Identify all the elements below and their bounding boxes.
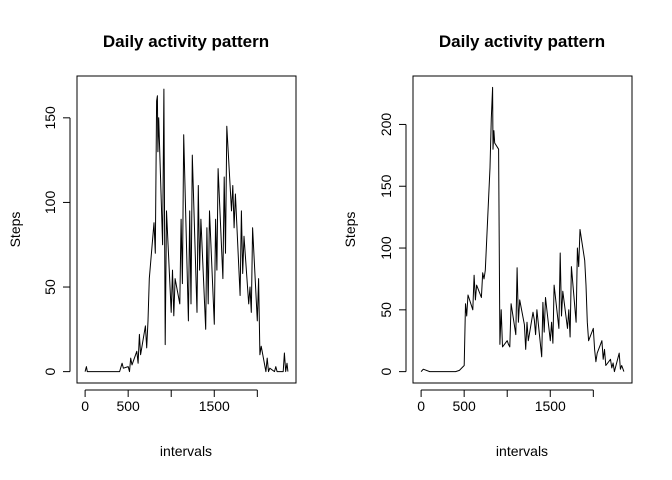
x-tick-label: 1500 [535,398,566,414]
y-tick-label: 50 [42,279,58,295]
steps-series-line [84,88,289,373]
y-tick-label: 0 [42,368,58,376]
y-tick-label: 200 [378,113,394,137]
y-tick-label: 100 [42,191,58,215]
x-axis-label: intervals [496,443,548,459]
y-tick-label: 0 [378,368,394,376]
steps-series-line [420,86,625,373]
x-tick-label: 0 [81,398,89,414]
x-axis-label: intervals [160,443,212,459]
x-tick-label: 500 [116,398,140,414]
y-tick-label: 100 [378,236,394,260]
x-tick-label: 1500 [199,398,230,414]
y-tick-label: 50 [378,302,394,318]
chart-title: Daily activity pattern [439,32,605,51]
y-axis-label: Steps [342,212,358,248]
plot-frame [76,75,297,384]
x-tick-label: 0 [417,398,425,414]
y-tick-label: 150 [378,174,394,198]
plot-frame [412,75,633,384]
x-tick-label: 500 [452,398,476,414]
y-tick-label: 150 [42,106,58,130]
chart-title: Daily activity pattern [103,32,269,51]
y-axis-label: Steps [7,212,23,248]
